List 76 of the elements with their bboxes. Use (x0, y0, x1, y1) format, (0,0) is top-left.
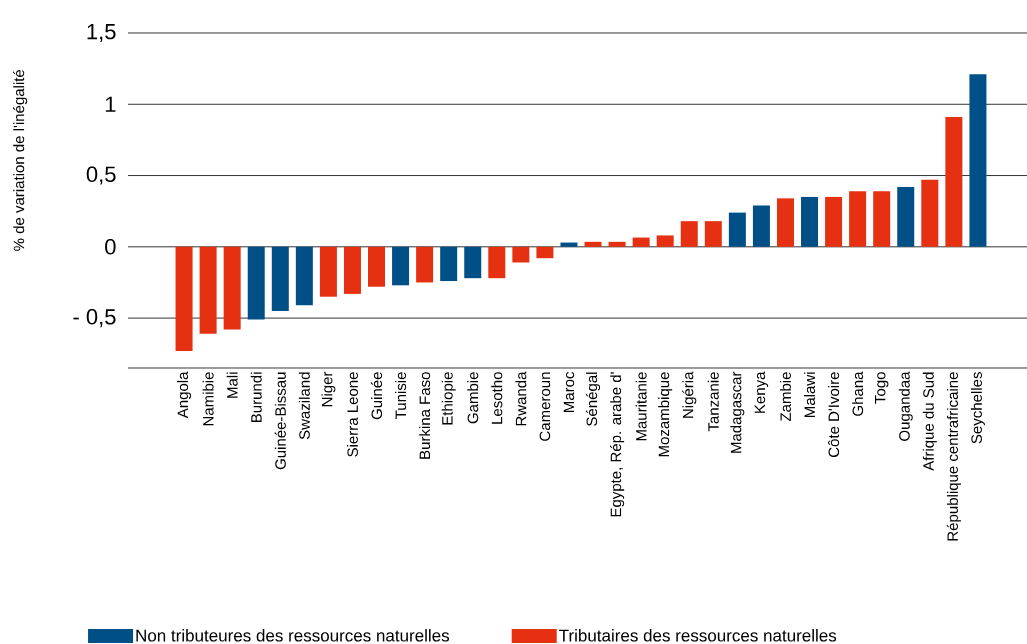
x-tick-label: Burkina Faso (419, 372, 431, 459)
bar (680, 221, 698, 247)
x-tick-label: Maroc (563, 371, 575, 412)
bar (295, 246, 313, 306)
bar (247, 246, 265, 320)
x-tick-label: Nigéria (682, 371, 697, 418)
x-tick-label: Tanzanie (707, 372, 719, 432)
legend-label: Tributaires des ressources naturelles (559, 629, 837, 642)
x-tick-label: Guinée-Bissau (274, 372, 286, 470)
bar (801, 196, 819, 247)
x-tick-label: Tunisie (395, 372, 407, 419)
x-tick-label: Egypte, Rép. arabe d' (610, 372, 625, 517)
bar (560, 242, 578, 247)
x-tick-label: Sierra Leone (346, 372, 358, 457)
x-tick-label: Mauritanie (635, 372, 647, 441)
x-tick-label: Burundi (250, 372, 262, 422)
x-tick-label: Mozambique (658, 372, 673, 457)
x-tick-label: Gambie (467, 372, 479, 424)
x-tick-label: Cameroun (539, 372, 551, 441)
x-tick-label: Swaziland (298, 372, 310, 440)
bar (825, 196, 843, 247)
x-tick-label: Lesotho (491, 372, 503, 424)
bar (584, 241, 602, 247)
bar (392, 246, 410, 286)
bar (728, 212, 746, 247)
bar (440, 246, 458, 282)
y-tick-label: 1 (105, 96, 116, 112)
bar (175, 246, 193, 351)
x-tick-label: Madagascar (730, 371, 745, 453)
bar (271, 246, 289, 311)
bar (969, 74, 987, 247)
x-tick-label: Niger (321, 371, 336, 407)
y-axis-title: % de variation de l'inégalité (13, 69, 28, 251)
x-tick-label: Sénégal (585, 372, 601, 426)
x-tick-label: Togo (874, 372, 889, 404)
bar (897, 186, 915, 247)
x-tick-label: République centrafricaine (946, 372, 961, 541)
y-tick-label: 0 (105, 239, 116, 255)
bar (704, 221, 722, 247)
bar (416, 246, 434, 283)
bar (319, 246, 337, 297)
bar (873, 191, 891, 247)
bar (656, 235, 674, 247)
bar (536, 246, 554, 259)
x-tick-label: Rwanda (515, 371, 527, 426)
bar (223, 246, 241, 330)
x-tick-label: Ethiopie (441, 372, 456, 425)
y-tick-label: 1,5 (87, 24, 116, 42)
x-tick-label: Angola (177, 371, 192, 419)
y-tick-label: - 0,5 (73, 309, 116, 328)
x-tick-label: Côte D'Ivoire (828, 372, 840, 457)
x-tick-label: Ghana (852, 371, 864, 416)
bar (632, 237, 650, 247)
bar (752, 205, 770, 247)
bar (464, 246, 482, 279)
legend-label: Non tributeures des ressources naturelles (136, 629, 450, 642)
bar (488, 246, 506, 279)
bar (849, 191, 867, 247)
bar (199, 246, 217, 334)
x-tick-label: Afrique du Sud (922, 372, 937, 471)
bar (512, 246, 530, 263)
bar (776, 198, 794, 247)
bar (945, 117, 963, 247)
bar (921, 179, 939, 247)
x-tick-label: Kenya (754, 371, 769, 413)
bar (608, 241, 626, 247)
x-tick-label: Namibie (202, 372, 214, 426)
x-tick-label: Guinée (370, 372, 383, 420)
x-tick-label: Zambie (779, 372, 791, 422)
bar (343, 246, 361, 294)
x-tick-label: Mali (226, 372, 238, 398)
x-tick-label: Ougandaa (898, 371, 913, 441)
x-tick-label: Malawi (804, 372, 816, 417)
x-tick-label: Seychelles (970, 372, 985, 444)
y-tick-label: 0,5 (86, 166, 116, 185)
bar (368, 246, 386, 287)
